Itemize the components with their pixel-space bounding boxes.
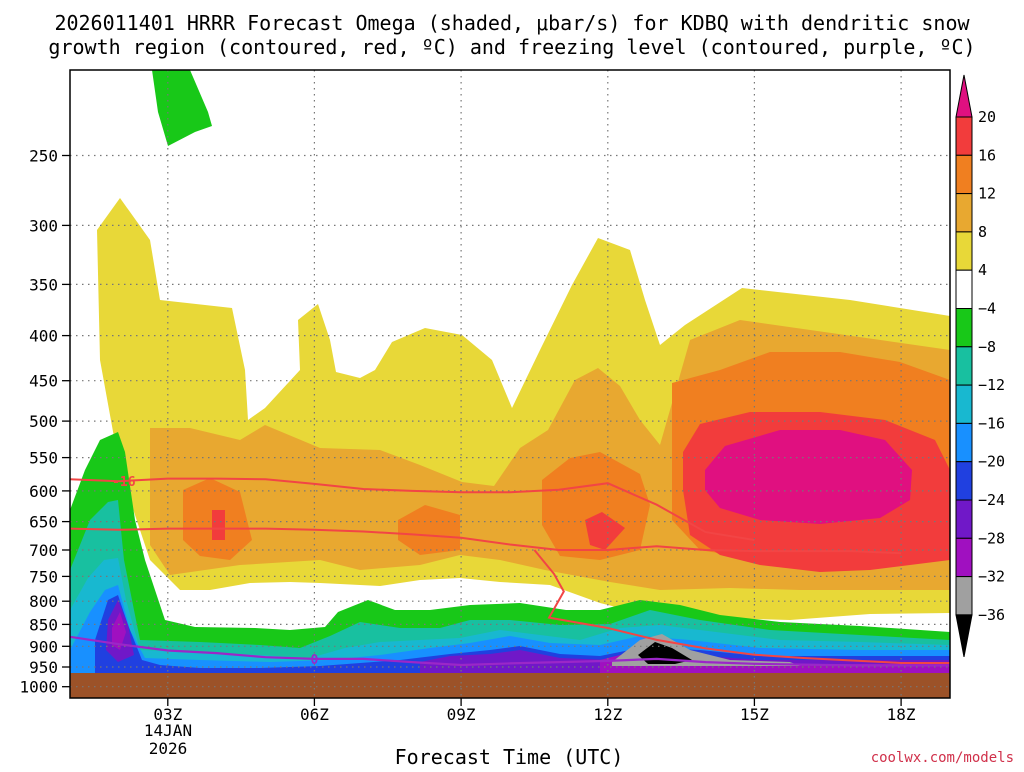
- y-tick-label-950: 950: [29, 658, 58, 677]
- colorbar-bottom-arrow: [955, 614, 973, 657]
- date-label-line-2: 2026: [149, 739, 188, 758]
- credit-text: coolwx.com/models: [871, 750, 1014, 766]
- colorbar-tick-label-5: −4: [978, 300, 996, 318]
- freezing-level-contour: [69, 635, 950, 667]
- y-tick-label-250: 250: [29, 147, 58, 166]
- colorbar-tick-label-12: −32: [978, 568, 1005, 586]
- colorbar-top-arrow: [955, 74, 973, 118]
- chart-title-line-1: 2026011401 HRRR Forecast Omega (shaded, …: [54, 11, 970, 35]
- x-tick-label-18Z: 18Z: [887, 705, 916, 724]
- y-tick-label-350: 350: [29, 275, 58, 294]
- contour-label-zero: 0: [310, 653, 318, 668]
- x-axis-label: Forecast Time (UTC): [395, 745, 624, 768]
- x-tick-label-15Z: 15Z: [740, 705, 769, 724]
- colorbar-tick-label-13: −36: [978, 606, 1005, 624]
- contours: -16 0: [69, 475, 950, 668]
- colorbar-tick-label-0: 20: [978, 108, 996, 126]
- below-ground-mask: [70, 673, 950, 698]
- plot-area: [70, 70, 950, 698]
- colorbar-segment-6: [955, 308, 973, 348]
- x-tick-label-06Z: 06Z: [300, 705, 329, 724]
- colorbar-tick-label-9: −20: [978, 453, 1005, 471]
- colorbar: 20 16 12 8 4 −4 −8 −12 −16 −20 −24 −28 −32 −36: [955, 74, 1005, 657]
- y-tick-label-300: 300: [29, 216, 58, 235]
- chart-title-line-2: growth region (contoured, red, ºC) and f…: [48, 35, 975, 59]
- y-tick-label-600: 600: [29, 482, 58, 501]
- omega-region-over-20: [705, 430, 912, 524]
- colorbar-segment-1: [955, 116, 973, 156]
- dendritic-minus16-contour: [69, 477, 755, 541]
- y-tick-label-500: 500: [29, 412, 58, 431]
- colorbar-segment-11: [955, 499, 973, 539]
- y-axis: 250 300 350 400 450 500 550 600 650 700 750 800 850 9…: [19, 147, 70, 697]
- dendritic-lower-contour: [533, 549, 950, 664]
- colorbar-segment-2: [955, 154, 973, 195]
- grid-lines: [70, 70, 950, 698]
- colorbar-segment-4: [955, 231, 973, 271]
- colorbar-segment-10: [955, 461, 973, 501]
- colorbar-segment-8: [955, 384, 973, 424]
- x-tick-label-12Z: 12Z: [593, 705, 622, 724]
- dendritic-minus12-contour: [69, 527, 902, 555]
- y-tick-label-1000: 1000: [19, 678, 58, 697]
- y-tick-label-700: 700: [29, 541, 58, 560]
- y-tick-label-650: 650: [29, 513, 58, 532]
- contour-label-minus16: -16: [112, 475, 136, 490]
- colorbar-segment-3: [955, 193, 973, 233]
- colorbar-tick-label-3: 8: [978, 223, 987, 241]
- colorbar-segment-7: [955, 346, 973, 386]
- colorbar-tick-label-4: 4: [978, 261, 987, 279]
- y-tick-label-450: 450: [29, 372, 58, 391]
- colorbar-tick-label-7: −12: [978, 376, 1005, 394]
- y-tick-label-850: 850: [29, 615, 58, 634]
- colorbar-segment-13: [955, 576, 973, 616]
- y-tick-label-800: 800: [29, 592, 58, 611]
- colorbar-tick-label-11: −28: [978, 529, 1005, 547]
- date-label-line-1: 14JAN: [144, 721, 192, 740]
- plot-frame: [69, 69, 951, 699]
- y-tick-label-900: 900: [29, 637, 58, 656]
- colorbar-segment-5: [955, 269, 973, 310]
- colorbar-tick-label-10: −24: [978, 491, 1005, 509]
- colorbar-tick-label-2: 12: [978, 185, 996, 203]
- colorbar-tick-label-1: 16: [978, 146, 996, 164]
- x-axis: 03Z 06Z 09Z 12Z 15Z 18Z: [153, 698, 916, 724]
- x-tick-label-09Z: 09Z: [447, 705, 476, 724]
- y-tick-label-400: 400: [29, 327, 58, 346]
- x-tick-label-03Z: 03Z: [153, 705, 182, 724]
- colorbar-segment-12: [955, 537, 973, 578]
- y-tick-label-550: 550: [29, 449, 58, 468]
- y-tick-label-750: 750: [29, 567, 58, 586]
- colorbar-segment-9: [955, 422, 973, 463]
- colorbar-tick-label-8: −16: [978, 414, 1005, 432]
- colorbar-tick-label-6: −8: [978, 338, 996, 356]
